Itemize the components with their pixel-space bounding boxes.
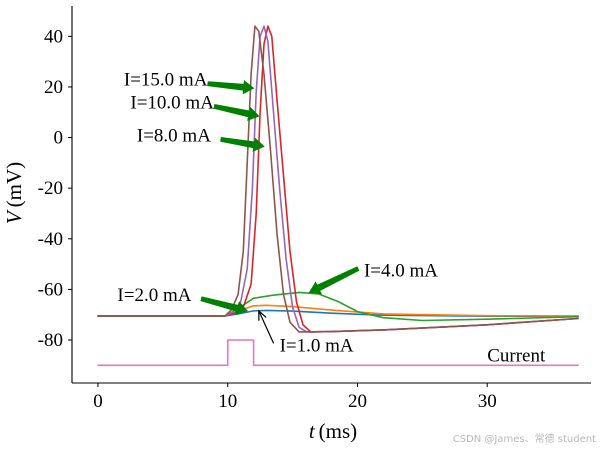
y-axis-label: V(mV) — [2, 162, 26, 224]
x-tick-label: 30 — [478, 391, 497, 412]
series-line-i-1-0-ma — [97, 309, 579, 317]
label-i10: I=10.0 mA — [130, 92, 214, 113]
label-i15-arrow — [207, 80, 255, 95]
x-axis-label: t (ms) — [309, 419, 357, 443]
label-i2: I=2.0 mA — [117, 285, 191, 306]
y-tick-label: 40 — [44, 26, 63, 47]
x-tick-label: 20 — [348, 391, 367, 412]
y-tick-label: -80 — [38, 330, 63, 351]
label-i1: I=1.0 mA — [280, 335, 354, 356]
x-tick-label: 0 — [93, 391, 103, 412]
label-i10-arrow — [213, 104, 260, 121]
y-tick-label: -60 — [38, 279, 63, 300]
annotations: I=15.0 mAI=10.0 mA I=8.0 mA I=4.0 mA I=2.0 … — [117, 70, 546, 367]
label-i1-arrow — [258, 310, 275, 344]
label-current: Current — [487, 345, 546, 366]
ticks: 0 10 20 30 40 20 0 -20 -40 -60 -80 — [38, 26, 497, 412]
y-tick-label: -40 — [38, 229, 63, 250]
series-line-current — [97, 339, 579, 367]
y-tick-label: 20 — [44, 77, 63, 98]
series-line-i-2-0-ma — [97, 304, 579, 317]
label-i15: I=15.0 mA — [124, 70, 208, 91]
x-tick-label: 10 — [218, 391, 237, 412]
label-i4: I=4.0 mA — [364, 261, 438, 282]
axes — [71, 6, 591, 384]
label-i8: I=8.0 mA — [137, 125, 211, 146]
label-i1-arrowhead — [258, 309, 267, 321]
y-tick-label: 0 — [54, 128, 64, 149]
label-i8-arrow — [220, 136, 265, 152]
label-i4-arrow — [308, 266, 360, 295]
watermark: CSDN @James、常德 student — [453, 432, 596, 445]
series-line-i-15-0-ma — [97, 25, 579, 333]
label-i2-arrow — [200, 296, 248, 316]
y-tick-label: -20 — [38, 178, 63, 199]
